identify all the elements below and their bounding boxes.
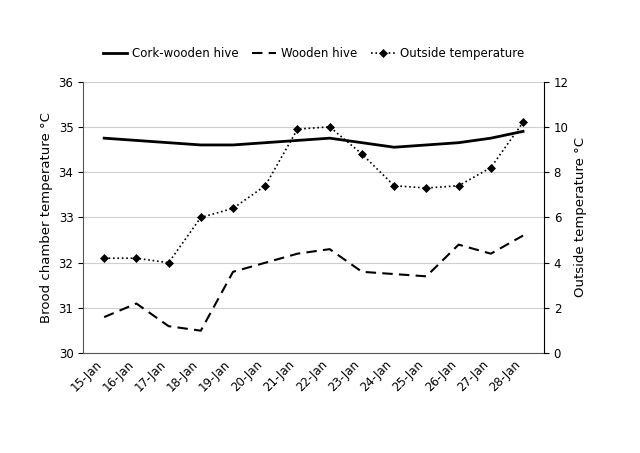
Line: Cork-wooden hive: Cork-wooden hive xyxy=(104,131,523,147)
Cork-wooden hive xyxy=(519,129,527,134)
Y-axis label: Outside temperature °C: Outside temperature °C xyxy=(574,137,588,298)
Wooden hive xyxy=(261,260,269,265)
Outside temperature xyxy=(422,185,430,191)
Wooden hive xyxy=(294,251,301,256)
Outside temperature xyxy=(519,120,527,125)
Wooden hive xyxy=(197,328,205,333)
Cork-wooden hive xyxy=(390,145,398,150)
Cork-wooden hive xyxy=(326,135,333,141)
Outside temperature xyxy=(197,215,205,220)
Wooden hive xyxy=(229,269,237,275)
Outside temperature xyxy=(487,165,495,170)
Wooden hive xyxy=(422,274,430,279)
Cork-wooden hive xyxy=(455,140,463,145)
Outside temperature xyxy=(100,255,108,261)
Wooden hive xyxy=(390,271,398,277)
Outside temperature xyxy=(358,151,366,157)
Wooden hive xyxy=(487,251,495,256)
Cork-wooden hive xyxy=(164,140,172,145)
Cork-wooden hive xyxy=(487,135,495,141)
Line: Wooden hive: Wooden hive xyxy=(104,236,523,331)
Outside temperature xyxy=(294,126,301,132)
Wooden hive xyxy=(455,242,463,247)
Wooden hive xyxy=(164,323,172,329)
Outside temperature xyxy=(164,260,172,265)
Wooden hive xyxy=(358,269,366,275)
Outside temperature xyxy=(229,206,237,211)
Wooden hive xyxy=(519,233,527,238)
Outside temperature xyxy=(390,183,398,188)
Cork-wooden hive xyxy=(197,142,205,148)
Cork-wooden hive xyxy=(422,142,430,148)
Outside temperature xyxy=(455,183,463,188)
Cork-wooden hive xyxy=(294,138,301,143)
Wooden hive xyxy=(100,314,108,320)
Outside temperature xyxy=(261,183,269,188)
Cork-wooden hive xyxy=(358,140,366,145)
Cork-wooden hive xyxy=(100,135,108,141)
Y-axis label: Brood chamber temperature °C: Brood chamber temperature °C xyxy=(40,112,53,323)
Outside temperature xyxy=(132,255,140,261)
Wooden hive xyxy=(326,246,333,252)
Outside temperature xyxy=(326,124,333,130)
Cork-wooden hive xyxy=(261,140,269,145)
Wooden hive xyxy=(132,301,140,306)
Cork-wooden hive xyxy=(132,138,140,143)
Line: Outside temperature: Outside temperature xyxy=(101,120,526,265)
Legend: Cork-wooden hive, Wooden hive, Outside temperature: Cork-wooden hive, Wooden hive, Outside t… xyxy=(99,42,529,65)
Cork-wooden hive xyxy=(229,142,237,148)
